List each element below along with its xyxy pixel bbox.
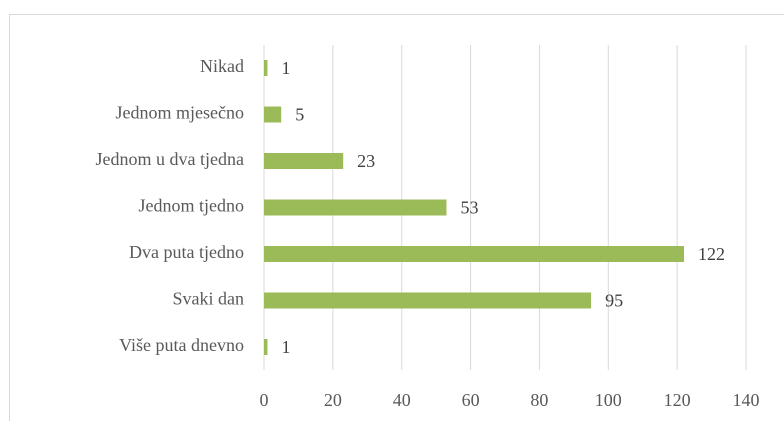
x-tick-label: 60 bbox=[462, 390, 480, 410]
data-label: 5 bbox=[295, 105, 304, 125]
bar bbox=[264, 106, 282, 123]
y-tick-label: Svaki dan bbox=[173, 289, 245, 309]
x-tick-label: 20 bbox=[324, 390, 342, 410]
data-label: 1 bbox=[281, 58, 290, 78]
bar bbox=[264, 292, 592, 309]
x-tick-label: 0 bbox=[260, 390, 269, 410]
x-tick-label: 40 bbox=[393, 390, 411, 410]
data-label: 122 bbox=[698, 244, 725, 264]
data-label: 1 bbox=[281, 337, 290, 357]
bar bbox=[264, 339, 268, 355]
x-tick-label: 120 bbox=[664, 390, 691, 410]
y-tick-label: Jednom mjesečno bbox=[116, 103, 244, 123]
data-label: 53 bbox=[460, 198, 478, 218]
y-tick-label: Više puta dnevno bbox=[119, 335, 244, 355]
y-tick-label: Nikad bbox=[200, 56, 244, 76]
x-tick-label: 80 bbox=[530, 390, 548, 410]
x-tick-label: 100 bbox=[595, 390, 622, 410]
data-label: 23 bbox=[357, 151, 375, 171]
y-tick-label: Jednom u dva tjedna bbox=[96, 149, 244, 169]
data-label: 95 bbox=[605, 291, 623, 311]
y-tick-label: Jednom tjedno bbox=[139, 196, 245, 216]
bar bbox=[264, 153, 344, 169]
bar bbox=[264, 246, 685, 262]
y-tick-label: Dva puta tjedno bbox=[129, 242, 244, 262]
chart-border bbox=[9, 14, 784, 421]
x-tick-label: 140 bbox=[733, 390, 760, 410]
bar bbox=[264, 60, 268, 76]
bar bbox=[264, 199, 447, 216]
